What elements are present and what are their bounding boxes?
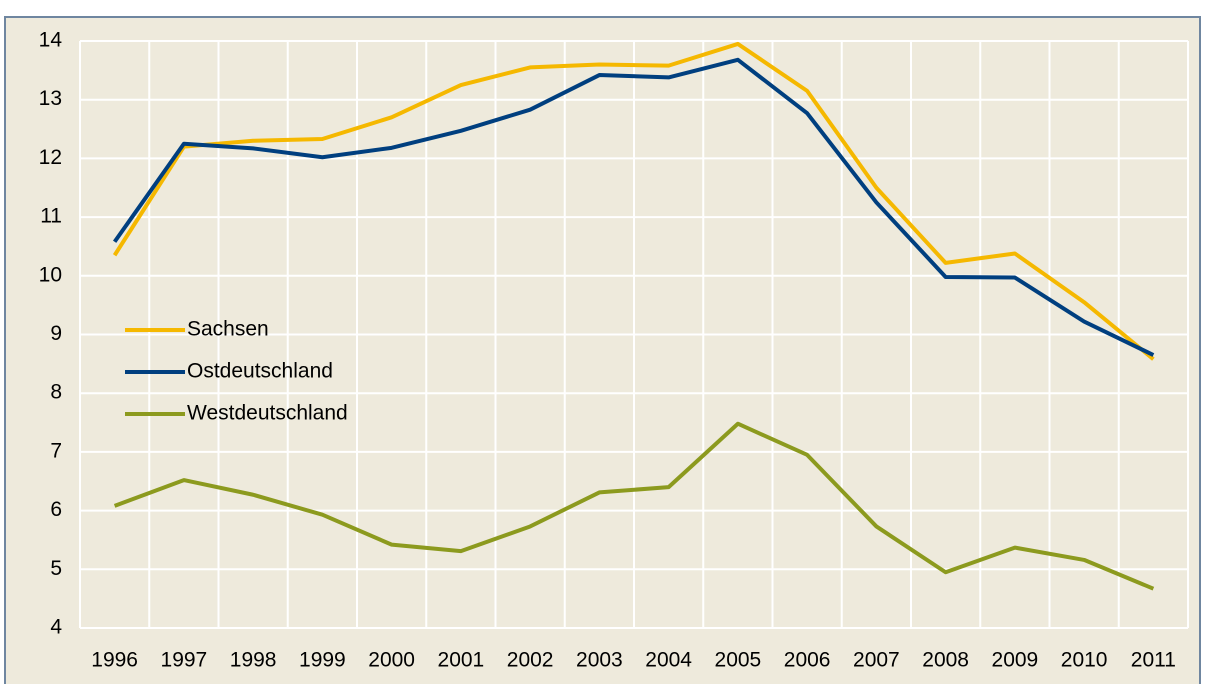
legend-label: Westdeutschland [187,402,348,425]
x-tick-label: 1996 [91,649,138,672]
y-tick-label: 5 [50,557,62,580]
y-tick-label: 4 [50,616,62,639]
x-tick-label: 1998 [230,649,277,672]
y-tick-label: 6 [50,498,62,521]
y-tick-label: 12 [39,146,62,169]
x-tick-label: 2008 [922,649,969,672]
x-tick-label: 2007 [853,649,900,672]
y-tick-label: 10 [39,263,62,286]
chart-frame [4,16,1201,689]
data-line [112,41,1155,361]
y-tick-label: 14 [39,29,63,52]
legend-label: Sachsen [187,318,269,341]
y-tick-label: 13 [39,87,62,110]
x-tick-label: 2000 [368,649,415,672]
x-tick-label: 2006 [784,649,831,672]
x-tick-label: 2011 [1131,649,1176,672]
x-tick-label: 1999 [299,649,346,672]
x-tick-label: 2003 [576,649,623,672]
y-tick-label: 7 [50,439,62,462]
x-tick-label: 2005 [715,649,762,672]
x-tick-label: 2009 [992,649,1039,672]
x-tick-label: 2010 [1061,649,1108,672]
data-line [112,57,1155,357]
x-tick-label: 2001 [438,649,485,672]
legend-label: Ostdeutschland [187,360,333,383]
data-line [113,421,1155,591]
x-tick-label: 2004 [645,649,692,672]
x-tick-label: 1997 [161,649,208,672]
y-tick-label: 9 [50,322,62,345]
y-tick-label: 8 [50,381,62,404]
x-tick-label: 2002 [507,649,554,672]
y-tick-label: 11 [40,205,62,228]
